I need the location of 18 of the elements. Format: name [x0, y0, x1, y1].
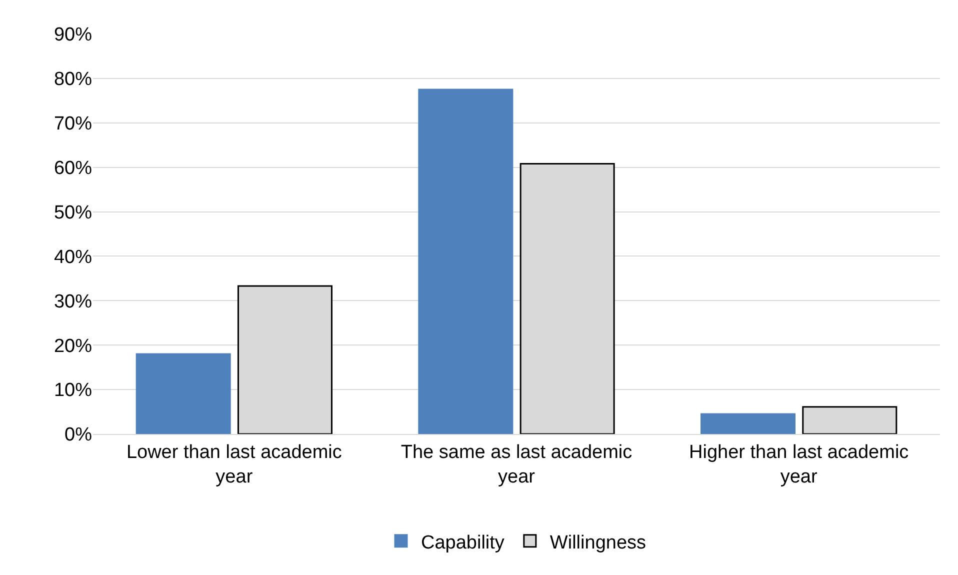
bar [136, 353, 231, 434]
y-tick-label: 70% [54, 114, 92, 135]
y-tick-label: 10% [54, 380, 92, 402]
bar [700, 413, 796, 434]
legend-label: Capability [421, 532, 505, 554]
legend-label: Willingness [550, 532, 646, 554]
y-tick-label: 80% [54, 69, 92, 90]
y-tick-label: 30% [54, 291, 92, 312]
y-tick-label: 40% [54, 246, 92, 268]
y-tick-label: 20% [54, 336, 92, 357]
x-tick-label: The same as last academic year [400, 442, 632, 488]
y-tick-label: 50% [54, 202, 92, 224]
y-tick-label: 90% [54, 24, 92, 46]
x-tick-label: Lower than last academic year [126, 442, 342, 488]
y-tick-label: 0% [64, 424, 92, 446]
y-tick-label: 60% [54, 158, 92, 179]
x-tick-label: Higher than last academic year [688, 442, 909, 488]
bar [418, 88, 514, 434]
